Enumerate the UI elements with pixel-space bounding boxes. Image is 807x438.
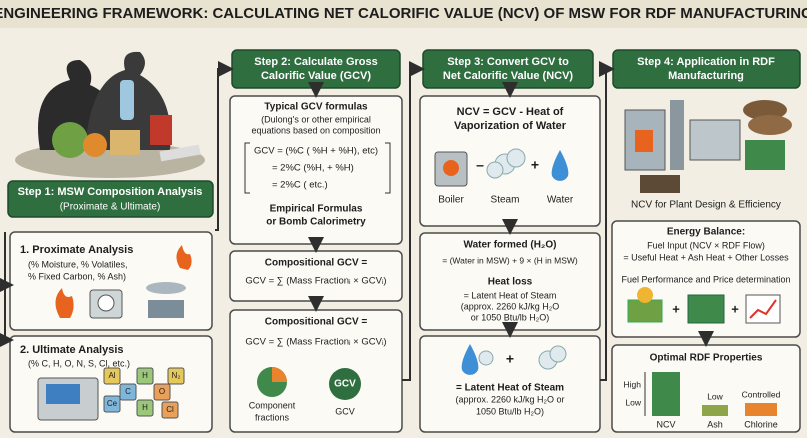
label: Fuel Performance and Price determination xyxy=(621,274,790,284)
equation: GCV = ∑ (Mass Fractionᵢ × GCVᵢ) xyxy=(245,276,386,287)
step-subheader: (Proximate & Ultimate) xyxy=(60,202,161,213)
label: Fuel Input (NCV × RDF Flow) xyxy=(647,240,765,250)
gcv-badge xyxy=(329,368,361,400)
element-symbol: Cl xyxy=(166,405,174,414)
label: (approx. 2260 kJ/kg H₂O or xyxy=(455,394,564,404)
icon-label: Water xyxy=(547,195,574,206)
axis-label: High xyxy=(624,379,642,389)
fraction-pie xyxy=(257,367,287,397)
ash-bar xyxy=(702,405,728,416)
step-header: Step 1: MSW Composition Analysis xyxy=(18,186,203,198)
element-symbol: Ce xyxy=(107,399,118,408)
operator: + xyxy=(531,157,539,173)
label: Energy Balance: xyxy=(667,227,745,238)
bar-label: NCV xyxy=(656,419,675,429)
title-band xyxy=(0,0,807,28)
label: Water formed (H₂O) xyxy=(464,240,557,251)
operator: + xyxy=(672,301,680,316)
section-title: 2. Ultimate Analysis xyxy=(20,344,124,356)
label: 1050 Btu/lb H₂O) xyxy=(476,406,544,416)
proximate-icons xyxy=(55,245,192,319)
label: Typical GCV formulas xyxy=(264,102,368,113)
label: (Dulong's or other empirical xyxy=(261,114,371,124)
element-tile xyxy=(136,367,154,385)
flow-arrows xyxy=(0,61,714,381)
label: fractions xyxy=(255,412,290,422)
label: = Latent Heat of Steam xyxy=(464,290,557,300)
label: equations based on composition xyxy=(251,125,380,135)
label: (approx. 2260 kJ/kg H₂O xyxy=(461,301,560,311)
label: (% C, H, O, N, S, Cl, etc.) xyxy=(28,358,130,368)
plant-illustration xyxy=(624,100,792,193)
equation: = 2%C (%H, + %H) xyxy=(272,163,354,174)
label: = Useful Heat + Ash Heat + Other Losses xyxy=(623,252,789,262)
element-symbol: N₂ xyxy=(172,371,181,380)
equation: = 2%C ( etc.) xyxy=(272,180,328,191)
label: = Latent Heat of Steam xyxy=(456,383,564,394)
badge-text: GCV xyxy=(334,379,356,390)
label: NCV for Plant Design & Efficiency xyxy=(631,200,781,211)
label: or 1050 Btu/lb H₂O) xyxy=(471,312,550,322)
element-symbol: H xyxy=(142,403,148,412)
ultimate-icons xyxy=(37,377,99,421)
equation: = (Water in MSW) + 9 × (H in MSW) xyxy=(442,255,578,265)
operator: + xyxy=(506,351,514,367)
label: Vaporization of Water xyxy=(454,120,567,132)
element-tile xyxy=(119,383,137,401)
element-tiles: Al C H O N₂ Ce H Cl xyxy=(103,367,185,419)
label: (% Moisture, % Volatiles, xyxy=(28,259,128,269)
label: or Bomb Calorimetry xyxy=(266,217,366,228)
formula-brackets xyxy=(244,142,391,194)
element-tile xyxy=(153,383,171,401)
bar-label: Chlorine xyxy=(744,419,778,429)
element-symbol: Al xyxy=(108,371,115,380)
energy-icons xyxy=(627,287,781,324)
label: Empirical Formulas xyxy=(270,204,363,215)
element-symbol: O xyxy=(159,387,165,396)
chlorine-bar xyxy=(745,403,777,416)
page-title: ENGINEERING FRAMEWORK: CALCULATING NET C… xyxy=(0,5,807,22)
label: Compositional GCV = xyxy=(265,317,368,328)
icon-label: Boiler xyxy=(438,195,464,206)
element-tile xyxy=(103,367,121,385)
ncv-icons xyxy=(434,148,569,187)
step-header: Manufacturing xyxy=(668,70,744,82)
operator: – xyxy=(476,157,484,173)
step1-header xyxy=(7,180,214,218)
label: Optimal RDF Properties xyxy=(650,353,763,364)
equation: GCV = ∑ (Mass Fractionᵢ × GCVᵢ) xyxy=(245,337,386,348)
label: Compositional GCV = xyxy=(265,258,368,269)
equation: GCV = (%C ( %H + %H), etc) xyxy=(254,146,378,157)
label: GCV xyxy=(335,406,355,416)
label: Heat loss xyxy=(488,277,533,288)
element-tile xyxy=(167,367,185,385)
step-header: Net Calorific Value (NCV) xyxy=(443,70,574,82)
waste-illustration xyxy=(15,51,205,178)
label: Component xyxy=(249,400,296,410)
bar-note: Controlled xyxy=(742,389,781,399)
bar-label: Ash xyxy=(707,419,723,429)
label: NCV = GCV - Heat of xyxy=(457,106,564,118)
element-tile xyxy=(161,401,179,419)
element-tile xyxy=(136,399,154,417)
step-header: Step 2: Calculate Gross xyxy=(254,56,378,68)
latent-icons xyxy=(461,344,567,375)
ncv-bar xyxy=(652,372,680,416)
section-title: 1. Proximate Analysis xyxy=(20,244,133,256)
axis-label: Low xyxy=(625,397,641,407)
operator: + xyxy=(731,301,739,316)
element-symbol: H xyxy=(142,371,148,380)
icon-label: Steam xyxy=(491,195,520,206)
bar-note: Low xyxy=(707,391,723,401)
element-tile xyxy=(103,395,121,413)
step-header: Calorific Value (GCV) xyxy=(261,70,371,82)
label: % Fixed Carbon, % Ash) xyxy=(28,271,126,281)
step-header: Step 3: Convert GCV to xyxy=(447,56,569,68)
step-header: Step 4: Application in RDF xyxy=(637,56,775,68)
element-symbol: C xyxy=(125,387,131,396)
